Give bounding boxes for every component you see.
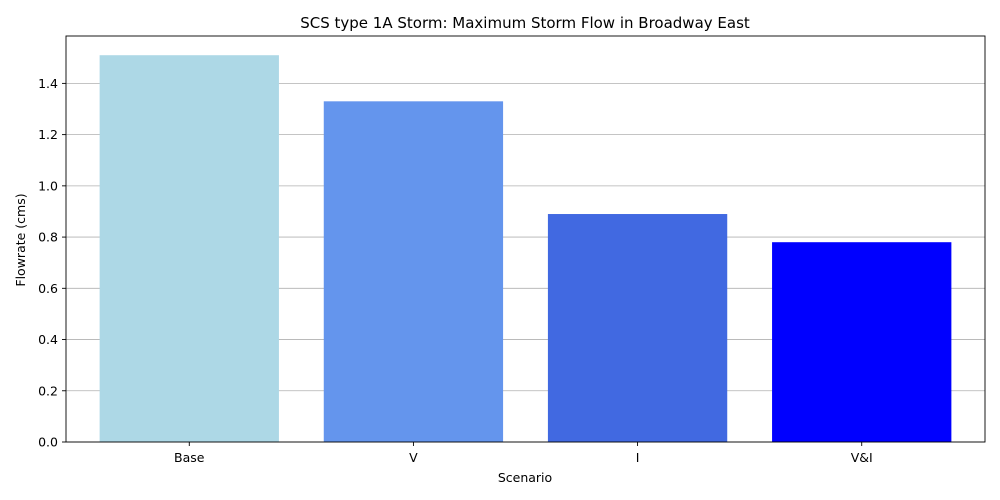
plot-frame [65, 35, 986, 443]
y-tick-label: 0.4 [38, 332, 58, 347]
bar-4 [772, 242, 952, 442]
y-tick-label: 0.2 [38, 383, 58, 398]
bars [99, 55, 952, 443]
bar-2 [323, 101, 504, 443]
x-tick-label: V&I [851, 450, 873, 465]
x-axis-label: Scenario [498, 470, 552, 485]
y-tick-label: 1.0 [38, 178, 58, 193]
axes: 0.0 0.2 0.4 0.6 0.8 1.0 1.2 1.4 Base V I V&I [38, 35, 986, 465]
chart-title: SCS type 1A Storm: Maximum Storm Flow in… [300, 14, 750, 32]
y-tick-label: 0.0 [38, 435, 58, 450]
y-tick-label: 0.6 [38, 281, 58, 296]
x-tick-label: Base [174, 450, 205, 465]
y-tick-label: 1.2 [38, 127, 58, 142]
x-tick-label: V [409, 450, 418, 465]
bar-1 [99, 55, 279, 442]
y-tick-label: 0.8 [38, 230, 58, 245]
x-tick-label: I [636, 450, 640, 465]
y-axis-label: Flowrate (cms) [13, 193, 28, 286]
bar-3 [547, 214, 728, 442]
y-tick-label: 1.4 [38, 76, 58, 91]
